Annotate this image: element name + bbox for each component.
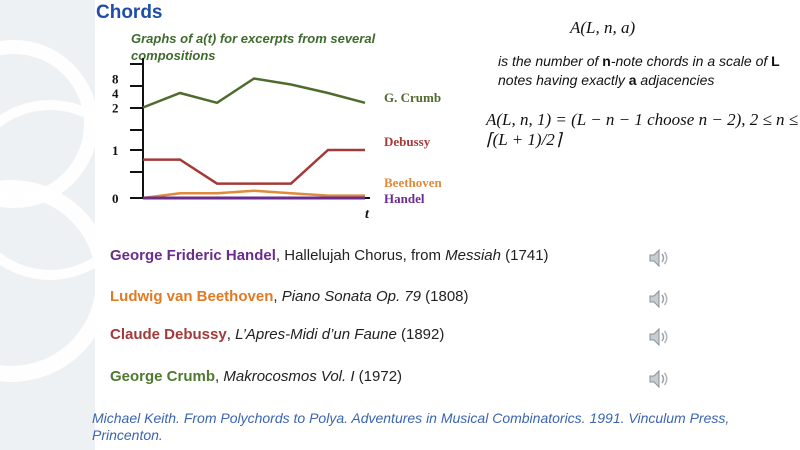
year: (1892) — [396, 326, 445, 343]
x-axis-label: t — [365, 207, 370, 222]
composer-name: George Crumb — [110, 368, 216, 385]
separator: , — [275, 247, 285, 264]
speaker-icon[interactable] — [648, 327, 670, 347]
series-line-beethoven — [142, 189, 365, 200]
separator: , — [215, 368, 224, 385]
speaker-icon[interactable] — [648, 369, 670, 389]
definition-text: is the number of n-note chords in a scal… — [498, 53, 780, 88]
composition-item: George Frideric Handel, Hallelujah Choru… — [110, 247, 549, 264]
y-tick-label: 2 — [112, 101, 119, 116]
composition-item: Claude Debussy, L’Apres-Midi d’un Faune … — [110, 326, 444, 343]
speaker-icon[interactable] — [648, 248, 670, 268]
separator: , — [273, 288, 282, 305]
speaker-icon[interactable] — [648, 289, 670, 309]
graph-title: Graphs of a(t) for excerpts from several… — [131, 31, 376, 63]
work-title-italic: Piano Sonata Op. 79 — [281, 288, 421, 305]
decorative-background — [0, 0, 95, 450]
legend-label: Handel — [384, 191, 425, 206]
y-tick-label: 0 — [112, 191, 119, 206]
composer-name: Ludwig van Beethoven — [110, 288, 274, 305]
composition-item: Ludwig van Beethoven, Piano Sonata Op. 7… — [110, 288, 469, 305]
work-title-italic: L’Apres-Midi d’un Faune — [235, 326, 397, 343]
legend-label: Beethoven — [384, 175, 443, 190]
composer-name: Claude Debussy — [110, 326, 227, 343]
slide-title: Chords — [96, 2, 163, 23]
separator: , — [226, 326, 236, 343]
legend-label: G. Crumb — [384, 90, 441, 105]
y-tick-label: 1 — [112, 143, 119, 158]
work-title-italic: Makrocosmos Vol. I — [223, 368, 355, 385]
series-line-debussy — [143, 148, 365, 185]
composer-name: George Frideric Handel — [110, 247, 276, 264]
formula-main: A(L, n, 1) = (L − n − 1 choose n − 2), 2… — [486, 110, 799, 149]
citation: Michael Keith. From Polychords to Polya.… — [92, 410, 730, 443]
legend-label: Debussy — [384, 134, 431, 149]
formula-a-lna: A(L, n, a) — [570, 18, 636, 37]
year: (1808) — [420, 288, 469, 305]
series-line-g-crumb — [142, 77, 366, 109]
work-title: Hallelujah Chorus, from — [284, 247, 446, 264]
y-tick-label: 4 — [112, 86, 119, 101]
year: (1972) — [354, 368, 403, 385]
year: (1741) — [501, 247, 549, 264]
y-tick-label: 8 — [112, 72, 119, 87]
composition-item: George Crumb, Makrocosmos Vol. I (1972) — [110, 368, 402, 385]
work-title-italic: Messiah — [445, 247, 501, 264]
